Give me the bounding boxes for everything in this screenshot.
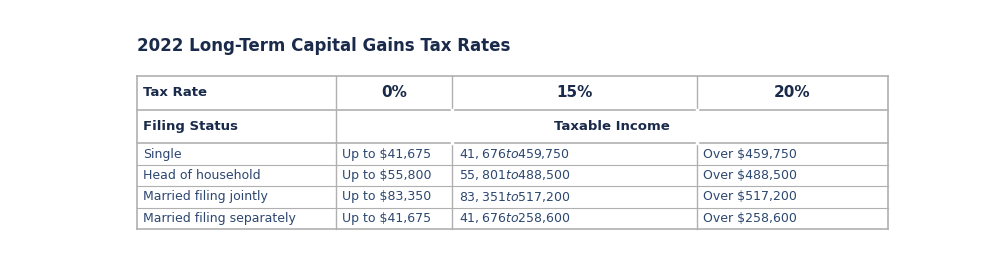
Text: Married filing jointly: Married filing jointly [143, 190, 268, 204]
Text: 2022 Long-Term Capital Gains Tax Rates: 2022 Long-Term Capital Gains Tax Rates [137, 37, 510, 56]
Text: $41,676 to $459,750: $41,676 to $459,750 [459, 147, 570, 161]
Text: $83,351 to $517,200: $83,351 to $517,200 [459, 190, 570, 204]
Text: Single: Single [143, 148, 181, 161]
Text: Filing Status: Filing Status [143, 120, 238, 133]
Text: Up to $41,675: Up to $41,675 [342, 212, 431, 225]
Text: Up to $55,800: Up to $55,800 [342, 169, 432, 182]
Text: 0%: 0% [381, 85, 407, 100]
Text: Married filing separately: Married filing separately [143, 212, 296, 225]
Text: Up to $41,675: Up to $41,675 [342, 148, 431, 161]
Text: Over $488,500: Over $488,500 [703, 169, 797, 182]
Text: Over $459,750: Over $459,750 [703, 148, 797, 161]
Text: Head of household: Head of household [143, 169, 260, 182]
Text: Tax Rate: Tax Rate [143, 86, 207, 99]
Text: 15%: 15% [556, 85, 593, 100]
Text: Taxable Income: Taxable Income [554, 120, 670, 133]
Text: Up to $83,350: Up to $83,350 [342, 190, 431, 204]
Text: $55,801 to $488,500: $55,801 to $488,500 [459, 168, 570, 182]
Text: Over $517,200: Over $517,200 [703, 190, 797, 204]
Text: $41,676 to $258,600: $41,676 to $258,600 [459, 211, 570, 225]
Text: 20%: 20% [774, 85, 811, 100]
Text: Over $258,600: Over $258,600 [703, 212, 797, 225]
